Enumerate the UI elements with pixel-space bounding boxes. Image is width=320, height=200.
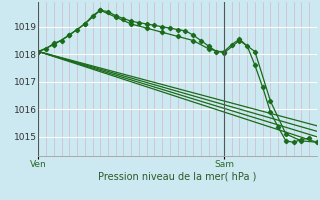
X-axis label: Pression niveau de la mer( hPa ): Pression niveau de la mer( hPa ) [99, 172, 257, 182]
